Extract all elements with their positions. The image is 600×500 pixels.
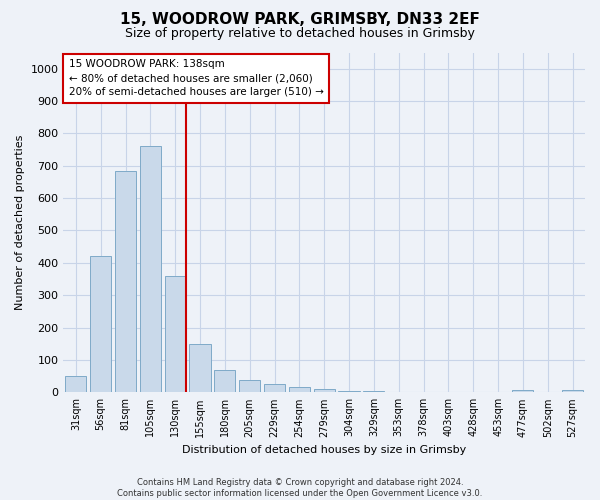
Bar	[289, 387, 310, 392]
X-axis label: Distribution of detached houses by size in Grimsby: Distribution of detached houses by size …	[182, 445, 466, 455]
Bar	[562, 390, 583, 392]
Bar	[364, 390, 385, 392]
Text: 15, WOODROW PARK, GRIMSBY, DN33 2EF: 15, WOODROW PARK, GRIMSBY, DN33 2EF	[120, 12, 480, 28]
Text: Size of property relative to detached houses in Grimsby: Size of property relative to detached ho…	[125, 28, 475, 40]
Bar	[512, 390, 533, 392]
Y-axis label: Number of detached properties: Number of detached properties	[15, 134, 25, 310]
Bar	[314, 389, 335, 392]
Bar	[164, 276, 186, 392]
Bar	[239, 380, 260, 392]
Bar	[140, 146, 161, 392]
Bar	[90, 256, 111, 392]
Bar	[115, 170, 136, 392]
Bar	[214, 370, 235, 392]
Bar	[338, 390, 359, 392]
Text: Contains HM Land Registry data © Crown copyright and database right 2024.
Contai: Contains HM Land Registry data © Crown c…	[118, 478, 482, 498]
Bar	[264, 384, 285, 392]
Bar	[65, 376, 86, 392]
Text: 15 WOODROW PARK: 138sqm
← 80% of detached houses are smaller (2,060)
20% of semi: 15 WOODROW PARK: 138sqm ← 80% of detache…	[68, 60, 323, 98]
Bar	[190, 344, 211, 393]
